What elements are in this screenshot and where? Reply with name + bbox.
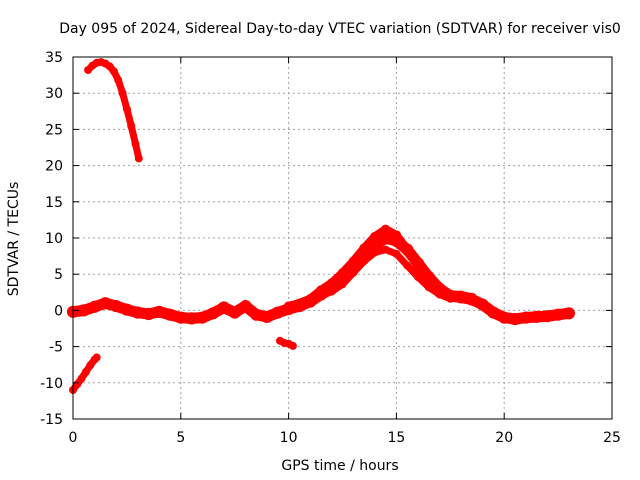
data-point: [207, 307, 220, 320]
y-tick-label: 25: [45, 122, 63, 138]
data-point: [562, 307, 576, 320]
data-point: [414, 273, 422, 282]
data-point: [86, 361, 95, 370]
data-point: [552, 308, 565, 321]
data-point: [153, 305, 166, 318]
x-tick-label: 20: [495, 430, 513, 446]
data-point: [359, 243, 369, 253]
data-point: [360, 257, 369, 266]
y-tick-label: -15: [40, 412, 63, 428]
data-point: [402, 244, 412, 255]
data-point: [283, 301, 294, 311]
data-point: [250, 308, 263, 321]
data-point: [114, 76, 123, 85]
x-tick-label: 10: [280, 430, 298, 446]
data-point: [260, 310, 274, 323]
data-point: [122, 105, 131, 114]
data-point: [446, 294, 455, 303]
data-point: [476, 298, 489, 311]
data-point: [127, 121, 136, 130]
data-point: [185, 312, 198, 325]
data-point: [77, 374, 86, 383]
data-point: [120, 303, 133, 316]
data-point: [348, 256, 358, 266]
data-point: [391, 230, 402, 240]
data-point: [131, 139, 140, 148]
data-point: [163, 308, 177, 321]
data-point: [271, 306, 284, 319]
x-tick-label: 0: [69, 430, 78, 446]
data-point: [456, 290, 466, 300]
series-layer: [66, 58, 576, 394]
data-point: [88, 300, 101, 313]
y-tick-label: 15: [45, 195, 63, 211]
data-point: [239, 300, 252, 313]
grid: [73, 57, 612, 419]
data-point: [77, 304, 90, 317]
chart-title: Day 095 of 2024, Sidereal Day-to-day VTE…: [59, 21, 621, 37]
data-point: [530, 310, 543, 323]
data-point: [73, 380, 82, 389]
data-point: [338, 280, 347, 289]
y-tick-label: -5: [49, 340, 63, 356]
y-axis-label: SDTVAR / TECUs: [6, 182, 22, 297]
axis-ticks: 0 5 10 15 20 25 -15 -10 -5 0 5 10 15 20 25 30 35: [40, 50, 621, 446]
y-tick-label: 10: [45, 231, 63, 247]
x-tick-label: 15: [387, 430, 405, 446]
data-point: [337, 268, 348, 278]
data-point: [498, 311, 511, 324]
y-tick-label: -10: [40, 376, 63, 392]
data-point: [217, 301, 230, 314]
data-point: [370, 248, 379, 257]
data-point: [134, 154, 143, 163]
data-point: [370, 231, 380, 242]
data-point: [81, 367, 90, 376]
y-tick-label: 35: [45, 50, 63, 66]
data-point: [110, 67, 118, 76]
data-point: [424, 283, 433, 292]
data-point: [110, 300, 123, 313]
data-point: [349, 268, 358, 277]
data-point: [467, 292, 477, 303]
y-tick-label: 20: [45, 159, 63, 175]
data-point: [142, 307, 155, 321]
data-point: [228, 306, 241, 319]
data-point: [519, 311, 532, 324]
data-point: [294, 298, 305, 308]
y-tick-label: 5: [54, 267, 63, 283]
data-point: [92, 353, 101, 362]
y-tick-label: 30: [45, 86, 63, 102]
data-point: [487, 306, 500, 319]
data-point: [435, 290, 444, 299]
y-tick-label: 0: [54, 303, 63, 319]
data-point: [118, 89, 127, 98]
data-point: [380, 224, 391, 234]
data-point: [174, 311, 187, 324]
data-point: [381, 245, 390, 254]
data-point: [392, 249, 401, 258]
data-point: [99, 297, 112, 310]
data-point: [403, 261, 412, 270]
data-point: [306, 299, 315, 308]
data-point: [327, 278, 337, 288]
data-point: [196, 311, 209, 324]
data-point: [413, 262, 423, 272]
x-tick-label: 25: [603, 430, 621, 446]
data-point: [131, 306, 144, 319]
data-point: [327, 287, 336, 296]
data-point: [508, 313, 522, 326]
data-point: [316, 291, 325, 300]
series-arc-high: [84, 58, 143, 162]
x-axis-label: GPS time / hours: [281, 458, 398, 474]
x-tick-label: 5: [176, 430, 185, 446]
data-point: [288, 341, 297, 350]
data-point: [541, 310, 554, 323]
